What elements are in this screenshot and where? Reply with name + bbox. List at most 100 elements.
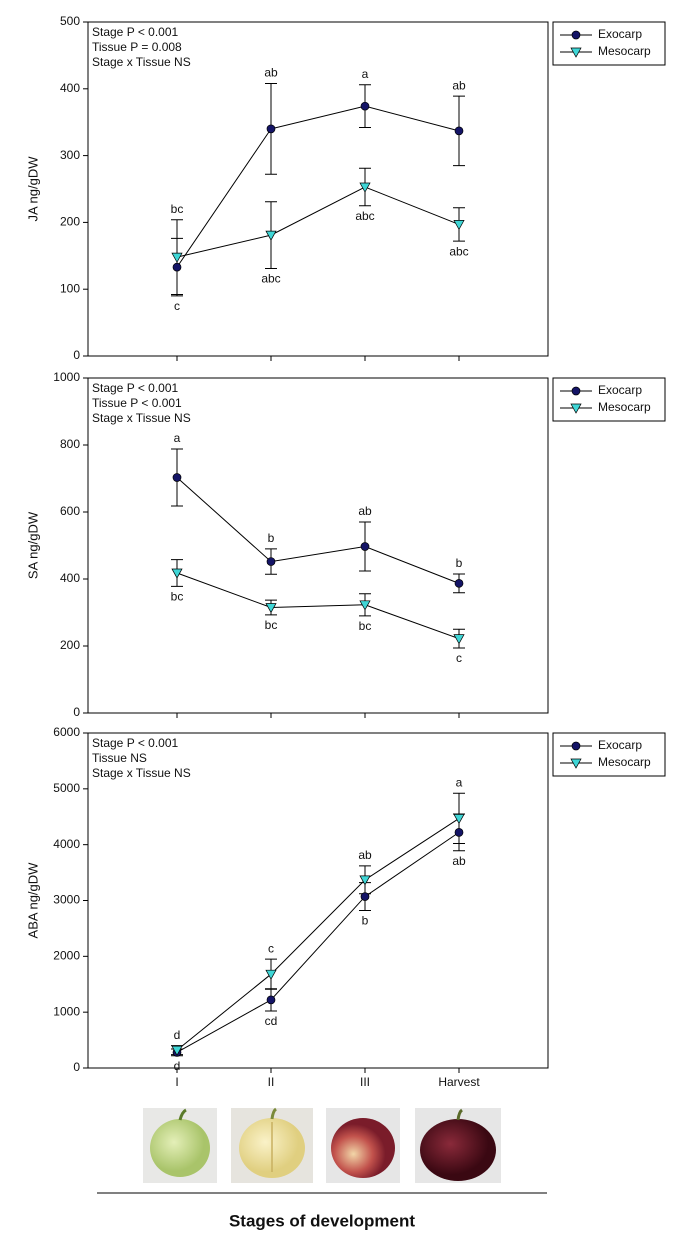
y-tick-label: 4000 [53,837,80,851]
x-tick-label: Harvest [438,1075,480,1089]
significance-letter: b [456,556,463,570]
significance-letter: abc [449,244,468,258]
significance-letter: bc [171,202,184,216]
series-line [176,105,460,268]
series-line [176,831,460,1053]
y-tick-label: 0 [73,1060,80,1074]
significance-letter: ab [264,66,278,80]
legend-label: Exocarp [598,738,642,752]
data-point [172,473,182,482]
significance-letter: a [456,775,463,789]
fruit-images [143,1107,501,1183]
y-tick-label: 300 [60,148,80,162]
y-axis-title: SA ng/gDW [25,511,40,579]
legend-label: Exocarp [598,27,642,41]
series-line [176,818,460,1051]
series-line [176,572,460,640]
significance-letter: bc [171,590,184,604]
legend-box [552,732,666,777]
data-point [454,579,464,588]
legend: Exocarp Mesocarp [552,21,666,66]
y-tick-label: 3000 [53,893,80,907]
significance-letter: d [174,1028,181,1042]
significance-letter: b [268,531,275,545]
data-point [265,230,277,241]
x-tick-label: II [268,1075,275,1089]
y-tick-label: 0 [73,705,80,719]
significance-letter: c [456,651,462,665]
x-axis-title: Stages of development [229,1211,415,1230]
legend-label: Exocarp [598,383,642,397]
data-point [360,542,370,551]
x-tick-label: III [360,1075,370,1089]
stats-annotation: Stage P < 0.001 [92,25,179,39]
data-point [171,252,183,263]
y-tick-label: 800 [60,437,80,451]
y-tick-label: 600 [60,504,80,518]
significance-letter: a [174,431,181,445]
legend-label: Mesocarp [598,400,651,414]
stats-annotation: Tissue P < 0.001 [92,396,182,410]
data-point [266,995,276,1005]
y-tick-label: 500 [60,14,80,28]
legend-marker [571,741,581,751]
y-tick-label: 6000 [53,725,80,739]
y-tick-label: 200 [60,638,80,652]
series-line [176,477,460,584]
significance-letter: bc [265,618,278,632]
data-point [265,603,277,614]
y-tick-label: 1000 [53,1004,80,1018]
significance-letter: ab [452,854,466,868]
y-tick-label: 5000 [53,781,80,795]
legend-label: Mesocarp [598,755,651,769]
legend: Exocarp Mesocarp [552,732,666,777]
significance-letter: d [174,1059,181,1073]
significance-letter: c [174,299,180,313]
data-point [171,568,183,579]
significance-letter: b [362,914,369,928]
plot-frame [87,21,549,357]
series-line [176,186,460,258]
stats-annotation: Stage P < 0.001 [92,736,179,750]
significance-letter: bc [359,619,372,633]
data-point [360,101,370,111]
plot-frame [87,377,549,714]
stats-annotation: Tissue NS [92,751,147,765]
y-axis-title: JA ng/gDW [25,156,40,222]
legend-box [552,377,666,422]
legend-label: Mesocarp [598,44,651,58]
y-tick-label: 200 [60,215,80,229]
plot-frame [87,732,549,1069]
x-tick-label: I [175,1075,178,1089]
significance-letter: ab [358,848,372,862]
data-point [172,262,182,272]
legend: Exocarp Mesocarp [552,377,666,422]
stats-annotation: Stage x Tissue NS [92,411,191,425]
legend-marker [570,758,582,769]
significance-letter: abc [355,209,374,223]
significance-letter: abc [261,272,280,286]
data-point [454,828,464,837]
data-point [360,892,370,901]
legend-marker [570,403,582,414]
data-point [171,1045,183,1056]
y-tick-label: 100 [60,281,80,295]
stats-annotation: Tissue P = 0.008 [92,40,182,54]
data-point [359,182,371,193]
significance-letter: cd [265,1014,278,1028]
stats-annotation: Stage x Tissue NS [92,766,191,780]
stats-annotation: Stage P < 0.001 [92,381,179,395]
y-tick-label: 400 [60,571,80,585]
data-point [454,126,464,136]
stats-annotation: Stage x Tissue NS [92,55,191,69]
y-axis-title: ABA ng/gDW [25,862,40,939]
data-point [359,875,371,886]
data-point [453,814,465,825]
significance-letter: ab [358,504,372,518]
significance-letter: ab [452,78,466,92]
data-point [265,969,277,980]
y-tick-label: 400 [60,81,80,95]
legend-marker [570,47,582,58]
data-point [453,220,465,231]
